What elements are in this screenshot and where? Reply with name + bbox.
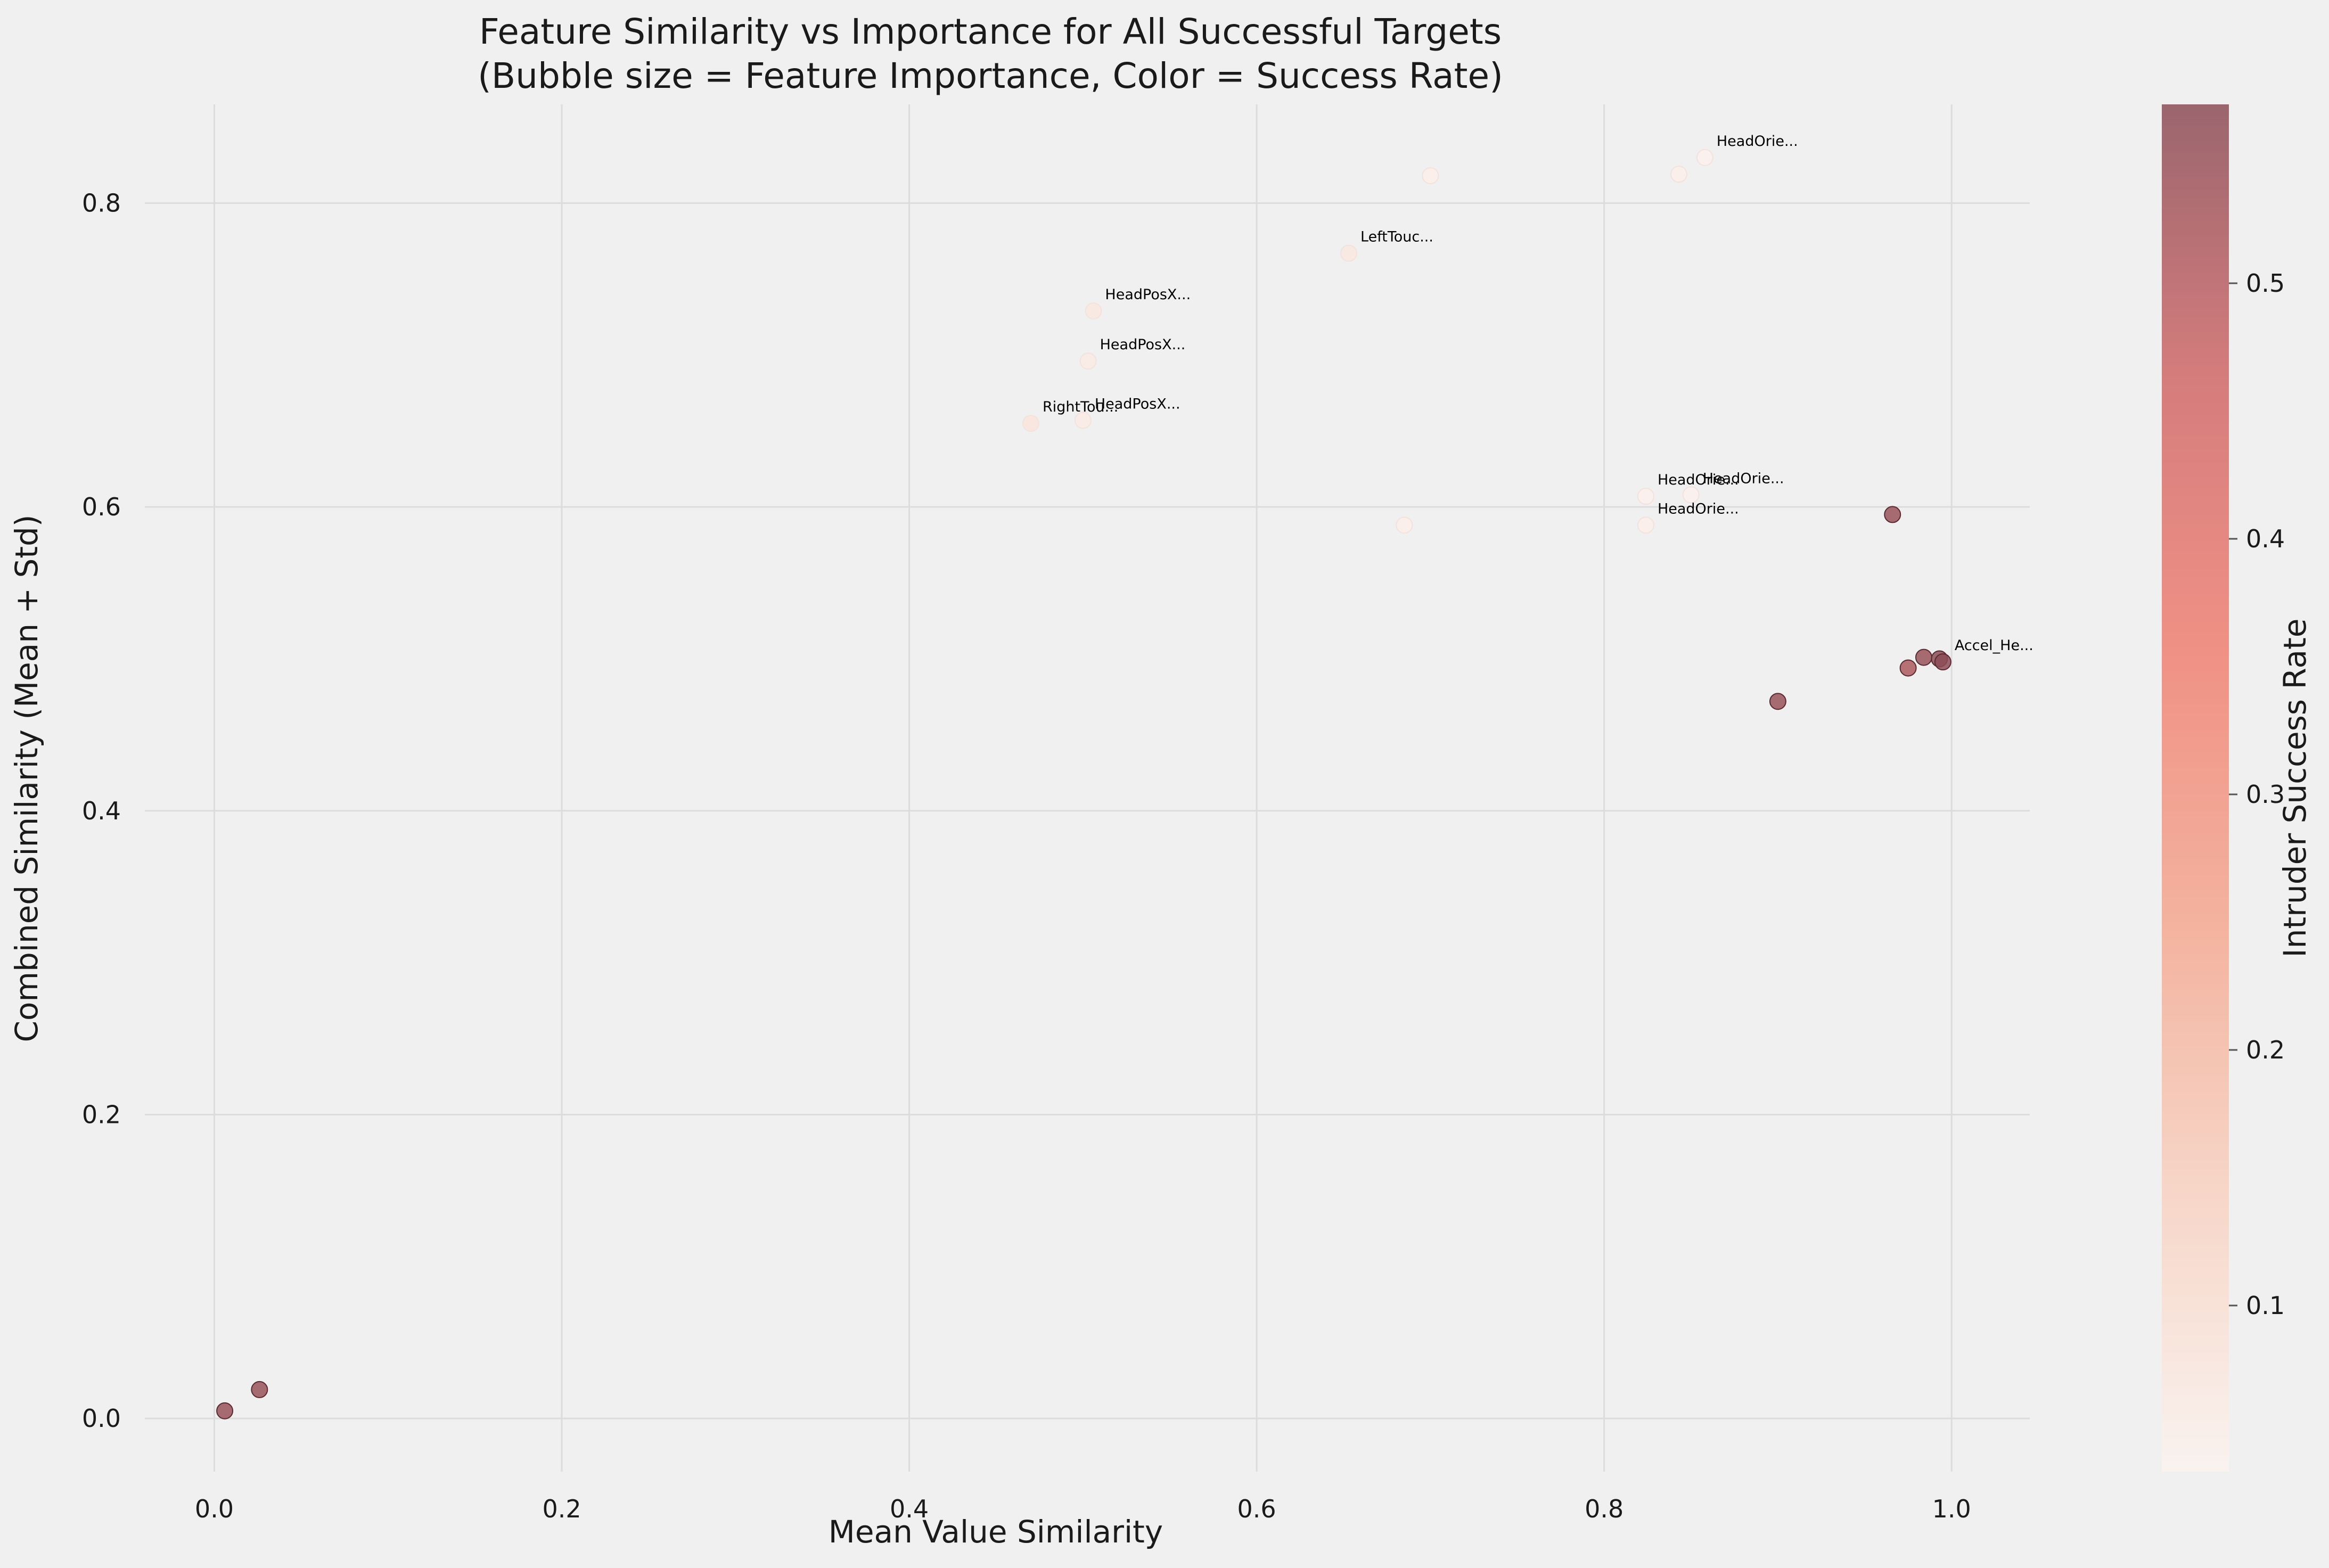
chart-title-line-1: Feature Similarity vs Importance for All… bbox=[479, 11, 1502, 52]
point-annotations: RightTou...HeadPosX...HeadPosX...HeadPos… bbox=[1043, 133, 2033, 654]
data-point bbox=[1899, 659, 1917, 677]
y-axis-label: Combined Similarity (Mean + Std) bbox=[9, 515, 45, 1042]
data-point bbox=[1682, 486, 1700, 504]
y-tick-label: 0.8 bbox=[82, 188, 121, 217]
point-annotation: LeftTouc... bbox=[1360, 229, 1433, 245]
point-annotation: HeadOrie... bbox=[1703, 470, 1784, 487]
x-tick-label: 0.4 bbox=[890, 1495, 929, 1523]
x-tick-label: 1.0 bbox=[1932, 1495, 1971, 1523]
point-annotation: RightTou... bbox=[1043, 399, 1118, 415]
chart-title-line-2: (Bubble size = Feature Importance, Color… bbox=[478, 55, 1503, 96]
data-points bbox=[216, 149, 1951, 1419]
y-tick-label: 0.6 bbox=[82, 492, 121, 521]
axis-ticks: 0.0 0.2 0.4 0.6 0.8 1.0 0.0 0.2 0.4 0.6 0.8 bbox=[82, 188, 1971, 1523]
data-point bbox=[1670, 166, 1687, 183]
colorbar-tick-label: 0.3 bbox=[2246, 780, 2285, 809]
data-point bbox=[1884, 506, 1901, 523]
y-tick-label: 0.0 bbox=[82, 1404, 121, 1433]
x-axis-label: Mean Value Similarity bbox=[829, 1514, 1163, 1550]
colorbar-ticks: 0.1 0.2 0.3 0.4 0.5 bbox=[2229, 269, 2285, 1320]
data-point bbox=[1637, 488, 1654, 505]
data-point bbox=[1085, 302, 1102, 320]
x-tick-label: 0.8 bbox=[1585, 1495, 1623, 1523]
point-annotation: HeadOrie... bbox=[1658, 500, 1739, 517]
x-tick-label: 0.2 bbox=[542, 1495, 581, 1523]
data-point bbox=[1769, 693, 1786, 710]
data-point bbox=[1022, 415, 1039, 432]
y-tick-label: 0.2 bbox=[82, 1100, 121, 1129]
data-point bbox=[1079, 352, 1097, 370]
point-annotation: HeadPosX... bbox=[1095, 396, 1180, 412]
data-point bbox=[1637, 516, 1654, 534]
x-tick-label: 0.6 bbox=[1237, 1495, 1276, 1523]
data-point bbox=[1074, 412, 1092, 429]
colorbar-tick-label: 0.2 bbox=[2246, 1036, 2285, 1064]
y-tick-label: 0.4 bbox=[82, 797, 121, 825]
data-point bbox=[1934, 653, 1951, 671]
colorbar bbox=[2162, 104, 2229, 1472]
point-annotation: HeadPosX... bbox=[1105, 286, 1191, 303]
data-point bbox=[1422, 167, 1439, 185]
x-tick-label: 0.0 bbox=[195, 1495, 234, 1523]
point-annotation: HeadOrie... bbox=[1717, 133, 1798, 150]
colorbar-label: Intruder Success Rate bbox=[2277, 619, 2313, 958]
data-point bbox=[1696, 149, 1713, 166]
data-point bbox=[1340, 244, 1358, 262]
point-annotation: Accel_He... bbox=[1955, 637, 2033, 654]
data-point bbox=[251, 1381, 268, 1398]
data-point bbox=[1915, 648, 1932, 666]
colorbar-tick-label: 0.1 bbox=[2246, 1291, 2285, 1320]
grid bbox=[145, 104, 2030, 1472]
data-point bbox=[216, 1402, 234, 1419]
point-annotation: HeadPosX... bbox=[1100, 336, 1186, 353]
colorbar-tick-label: 0.4 bbox=[2246, 524, 2285, 553]
colorbar-tick-label: 0.5 bbox=[2246, 269, 2285, 298]
data-point bbox=[1396, 516, 1413, 534]
point-annotation: HeadOrie... bbox=[1658, 472, 1739, 488]
